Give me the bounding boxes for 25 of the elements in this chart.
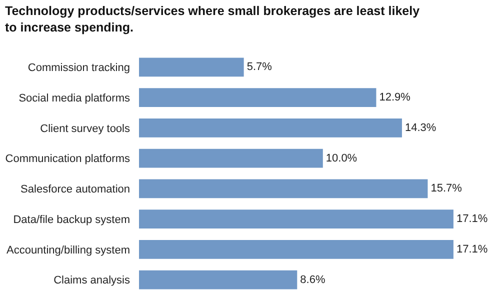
data-label: 17.1% (456, 213, 488, 226)
bar (139, 58, 244, 77)
y-tick-label: Communication platforms (5, 153, 130, 166)
y-tick-label: Data/file backup system (13, 214, 130, 226)
data-label: 8.6% (300, 274, 326, 286)
chart-title: Technology products/services where small brokerages are least likely to increase spending. (5, 4, 420, 34)
y-tick-label: Salesforce automation (20, 184, 130, 196)
data-label: 5.7% (246, 61, 272, 74)
y-tick-label: Client survey tools (40, 122, 130, 135)
y-tick-label: Accounting/billing system (6, 244, 130, 256)
bar (139, 88, 376, 107)
data-label: 17.1% (456, 243, 488, 256)
bar (139, 270, 298, 290)
data-label: 15.7% (430, 182, 462, 195)
bar (139, 118, 402, 138)
data-label: 12.9% (379, 92, 411, 104)
y-tick-label: Claims analysis (54, 274, 130, 287)
data-label: 14.3% (404, 122, 436, 134)
bar (139, 210, 454, 228)
y-tick-label: Social media platforms (18, 92, 130, 104)
bar (139, 240, 454, 259)
bar (139, 148, 323, 168)
bar (139, 179, 428, 198)
y-tick-label: Commission tracking (28, 62, 130, 74)
data-label: 10.0% (326, 152, 358, 164)
